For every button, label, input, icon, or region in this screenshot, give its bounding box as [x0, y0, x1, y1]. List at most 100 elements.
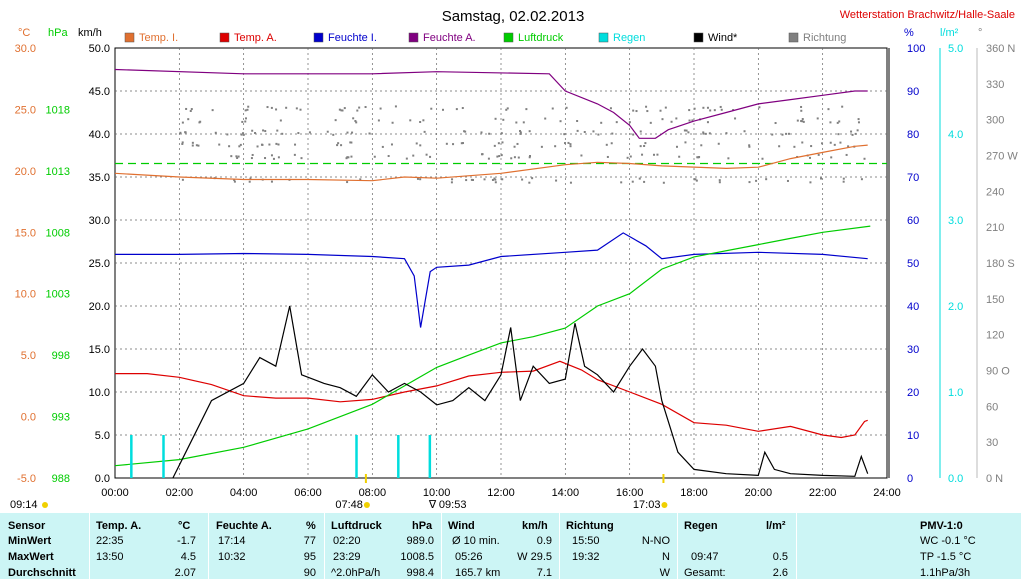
svg-text:Wind*: Wind* [708, 32, 738, 44]
svg-text:Feuchte I.: Feuchte I. [328, 32, 377, 44]
tick-label-pressure: 993 [52, 412, 70, 424]
pmv-wc: WC -0.1 °C [920, 535, 976, 547]
direction-dot [502, 118, 505, 121]
tick-label-rain: 4.0 [948, 129, 963, 141]
direction-dot [352, 117, 355, 120]
direction-dot [211, 109, 214, 112]
direction-dot [249, 177, 252, 180]
direction-dot [409, 119, 412, 122]
dir-avg-value: W [659, 567, 670, 579]
direction-dot [422, 119, 425, 122]
direction-dot [580, 154, 583, 157]
dir-min-value: N-NO [641, 535, 670, 547]
direction-dot [510, 157, 513, 160]
direction-dot [778, 145, 781, 148]
direction-dot [419, 120, 422, 123]
direction-dot [683, 129, 686, 132]
direction-dot [854, 132, 857, 135]
pres-min-value: 989.0 [406, 535, 434, 547]
direction-dot [719, 105, 722, 108]
direction-dot [240, 133, 243, 136]
direction-dot [338, 108, 341, 111]
stats-header-rain: Regen [684, 520, 718, 532]
tick-label-direction: 300 [986, 115, 1004, 127]
tick-label-humidity: 90 [907, 86, 919, 98]
direction-dot [233, 178, 236, 181]
stats-header-dir: Richtung [566, 520, 614, 532]
direction-dot [656, 153, 659, 156]
tick-label-temp: 5.0 [21, 350, 36, 362]
direction-dot [796, 119, 799, 122]
row-label-max: MaxWert [8, 551, 54, 563]
direction-dot [685, 129, 688, 132]
tick-label-temp: 20.0 [15, 166, 36, 178]
direction-dot [842, 180, 845, 183]
rain-bar [162, 435, 165, 478]
series-layer [114, 68, 887, 479]
direction-dot [830, 156, 833, 159]
direction-dot [513, 145, 516, 148]
direction-dot [800, 109, 803, 112]
direction-dot [248, 180, 251, 183]
tick-label-direction: 330 [986, 79, 1004, 91]
weather-chart: Samstag, 02.02.2013 Wetterstation Brachw… [10, 8, 1019, 511]
direction-dot [487, 157, 490, 160]
direction-dot [725, 132, 728, 135]
tick-label-direction: 30 [986, 437, 998, 449]
direction-dot [332, 133, 335, 136]
direction-dot [264, 157, 267, 160]
stats-header-rain-unit: l/m² [766, 520, 786, 532]
tick-label-direction: 90 O [986, 366, 1010, 378]
direction-dot [391, 121, 394, 124]
tick-label-temp: 30.0 [15, 43, 36, 55]
direction-dot [246, 108, 249, 111]
direction-dot [294, 143, 297, 146]
direction-dot [696, 156, 699, 159]
direction-dot [500, 154, 503, 157]
direction-dot [688, 109, 691, 112]
direction-dot [675, 117, 678, 120]
direction-dot [709, 109, 712, 112]
rain-max-time: 09:47 [691, 551, 719, 563]
stats-header-temp-unit: °C [178, 520, 191, 532]
direction-dot [702, 132, 705, 135]
direction-dot [645, 105, 648, 108]
direction-dot [569, 181, 572, 184]
series-feuchte-i [115, 232, 868, 328]
sunrise-icon [363, 502, 370, 508]
direction-dot [628, 121, 631, 124]
direction-dot [693, 107, 696, 110]
direction-dot [708, 132, 711, 135]
direction-dot [497, 142, 500, 145]
direction-dot [529, 155, 532, 158]
direction-dot [281, 132, 284, 135]
direction-dot [347, 156, 350, 159]
direction-dot [600, 121, 603, 124]
direction-dot [845, 153, 848, 156]
legend-luftdruck: Luftdruck [503, 32, 564, 44]
direction-dot [691, 119, 694, 122]
direction-dot [659, 109, 662, 112]
direction-dot [461, 142, 464, 145]
direction-dot [214, 131, 217, 134]
direction-dot [480, 131, 483, 134]
direction-dot [191, 144, 194, 147]
hum-avg-value: 90 [303, 567, 316, 579]
direction-dot [592, 130, 595, 133]
tick-label-humidity: 70 [907, 172, 919, 184]
direction-dot [841, 105, 844, 108]
direction-dot [517, 156, 520, 159]
direction-dot [295, 107, 298, 110]
legend-wind: Wind* [693, 32, 738, 44]
direction-dot [501, 178, 504, 181]
direction-dot [242, 133, 245, 136]
direction-dot [800, 120, 803, 123]
direction-dot [851, 133, 854, 136]
direction-dot [430, 107, 433, 110]
direction-dot [493, 144, 496, 147]
direction-dot [857, 121, 860, 124]
direction-dot [837, 133, 840, 136]
direction-dot [706, 106, 709, 109]
direction-dot [463, 130, 466, 133]
rain-total-label: Gesamt: [684, 567, 726, 579]
